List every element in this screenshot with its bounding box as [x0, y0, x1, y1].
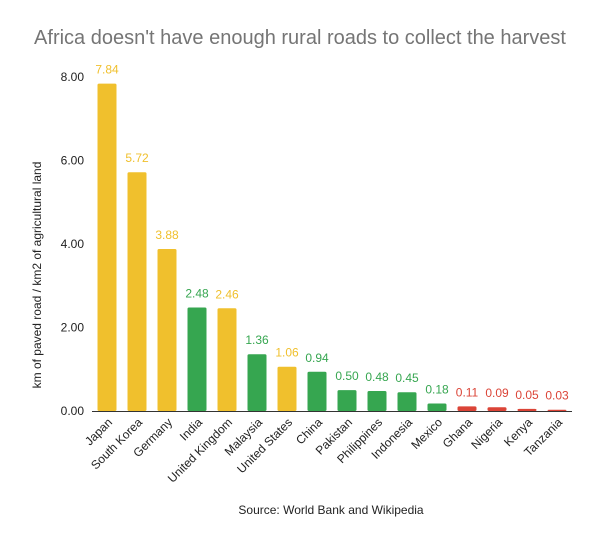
data-label: 7.84 — [95, 63, 119, 77]
x-tick-label: Mexico — [408, 415, 445, 452]
data-label: 0.45 — [395, 371, 419, 385]
y-tick-label: 0.00 — [61, 404, 85, 418]
bar — [337, 390, 357, 411]
y-axis-label: km of paved road / km2 of agricultural l… — [30, 162, 44, 389]
bar — [307, 371, 327, 411]
data-label: 0.50 — [335, 369, 359, 383]
x-tick-label: Nigeria — [468, 415, 505, 452]
bar — [247, 354, 267, 411]
source-note: Source: World Bank and Wikipedia — [238, 503, 424, 517]
bar — [367, 390, 387, 411]
data-label: 0.18 — [425, 382, 449, 396]
y-axis-ticks: 0.00 2.00 4.00 6.00 8.00 — [61, 70, 85, 418]
y-tick-label: 8.00 — [61, 70, 85, 84]
data-label: 0.03 — [545, 389, 569, 403]
bar — [187, 307, 207, 411]
data-label: 2.48 — [185, 286, 209, 300]
bar — [517, 408, 537, 411]
bar — [277, 366, 297, 411]
data-label: 0.05 — [515, 388, 539, 402]
bar — [487, 407, 507, 411]
bar — [217, 308, 237, 411]
bar — [127, 172, 147, 411]
bar — [157, 249, 177, 411]
y-tick-label: 4.00 — [61, 237, 85, 251]
bars — [97, 83, 567, 412]
data-label: 0.09 — [485, 386, 509, 400]
data-label: 5.72 — [125, 151, 149, 165]
data-label: 3.88 — [155, 228, 179, 242]
bar — [397, 392, 417, 411]
y-tick-label: 6.00 — [61, 154, 85, 168]
bar — [427, 403, 447, 411]
chart-title: Africa doesn't have enough rural roads t… — [34, 27, 566, 49]
y-tick-label: 2.00 — [61, 321, 85, 335]
data-label: 0.11 — [456, 385, 479, 399]
data-labels: 7.84 5.72 3.88 2.48 2.46 1.36 1.06 0.94 0.50 0.48… — [95, 63, 569, 403]
data-label: 2.46 — [215, 287, 239, 301]
bar — [97, 83, 117, 412]
x-tick-label: Ghana — [440, 415, 476, 451]
data-label: 1.06 — [275, 346, 299, 360]
bar — [457, 406, 477, 411]
data-label: 0.94 — [305, 351, 329, 365]
data-label: 0.48 — [365, 370, 389, 384]
data-label: 1.36 — [245, 333, 269, 347]
bar — [547, 409, 567, 411]
